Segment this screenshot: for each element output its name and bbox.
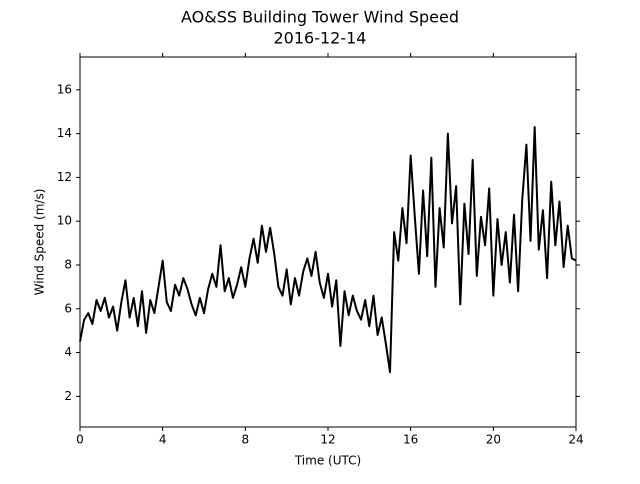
y-tick-label: 8 (64, 257, 72, 271)
y-tick-label: 2 (64, 389, 72, 403)
y-axis-label: Wind Speed (m/s) (33, 189, 47, 296)
x-tick-label: 24 (568, 433, 583, 447)
y-tick-label: 6 (64, 301, 72, 315)
y-tick-label: 10 (57, 214, 72, 228)
chart-subtitle: 2016-12-14 (274, 29, 367, 48)
x-tick-label: 8 (242, 433, 250, 447)
x-tick-label: 4 (159, 433, 167, 447)
x-tick-label: 0 (76, 433, 84, 447)
x-tick-label: 20 (486, 433, 501, 447)
line-series (79, 126, 577, 374)
y-tick-label: 14 (57, 126, 72, 140)
y-tick-label: 12 (57, 170, 72, 184)
x-tick-label: 12 (320, 433, 335, 447)
chart-title: AO&SS Building Tower Wind Speed (181, 8, 459, 27)
x-axis-label: Time (UTC) (294, 454, 361, 468)
plot-frame (79, 56, 577, 428)
y-tick-label: 4 (64, 345, 72, 359)
y-tick-label: 16 (57, 82, 72, 96)
x-tick-label: 16 (403, 433, 418, 447)
